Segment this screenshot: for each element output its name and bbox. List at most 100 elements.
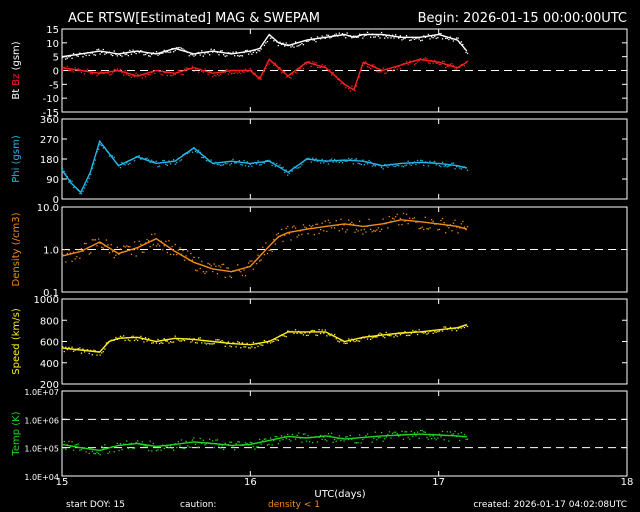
bz-point	[456, 68, 458, 70]
density-point	[412, 218, 414, 220]
speed-point	[185, 338, 187, 340]
density-point	[99, 242, 101, 244]
phi-point	[271, 164, 273, 167]
bt-point	[294, 41, 297, 43]
density-point	[113, 257, 115, 259]
phi-point	[293, 166, 295, 168]
phi-point	[352, 163, 355, 165]
phi-point	[177, 157, 179, 159]
speed-point	[72, 350, 75, 352]
bz-point	[193, 70, 195, 72]
phi-point	[119, 167, 122, 169]
phi-point	[255, 163, 258, 165]
phi-y-label-part: (gsm)	[11, 135, 22, 167]
bt-point	[338, 32, 340, 34]
speed-point	[354, 340, 356, 343]
bt-point	[255, 52, 258, 54]
density-point	[463, 226, 466, 228]
temp-point	[294, 438, 297, 440]
series-phi-line	[61, 139, 468, 194]
bz-point	[249, 68, 251, 70]
temp-point	[290, 440, 292, 442]
temp-point	[199, 437, 201, 440]
density-point	[387, 227, 389, 229]
speed-point	[163, 338, 165, 340]
temp-point	[205, 443, 208, 445]
density-point	[155, 245, 158, 247]
bt-point	[249, 51, 251, 53]
bt-point	[320, 38, 322, 40]
density-point	[171, 245, 173, 248]
bz-point	[418, 59, 420, 62]
temp-point	[384, 438, 386, 440]
bt-point	[371, 33, 373, 35]
speed-point	[410, 332, 412, 335]
bt-point	[413, 38, 416, 40]
speed-point	[230, 346, 233, 348]
temp-point	[427, 438, 430, 440]
bz-point	[370, 68, 372, 70]
temp-point	[137, 440, 139, 442]
temp-point	[341, 437, 344, 439]
bt-point	[445, 37, 447, 39]
temp-point	[96, 451, 98, 453]
bt-point	[395, 34, 397, 36]
phi-point	[462, 166, 464, 169]
density-y-label-part: Density	[11, 248, 22, 286]
bz-point	[459, 66, 461, 68]
phi-point	[318, 160, 320, 162]
phi-point	[456, 166, 458, 168]
bz-point	[102, 72, 104, 74]
phi-point	[415, 163, 417, 166]
bz-point	[312, 61, 314, 63]
density-point	[370, 228, 372, 230]
speed-point	[304, 332, 306, 334]
temp-point	[379, 436, 381, 439]
phi-point	[410, 164, 412, 166]
temp-point	[326, 440, 328, 442]
temp-point	[337, 438, 339, 440]
density-point	[65, 261, 67, 263]
bz-point	[121, 71, 123, 73]
speed-point	[391, 333, 394, 335]
bz-point	[421, 59, 423, 61]
bt-point	[443, 35, 445, 37]
speed-point	[327, 333, 330, 335]
speed-point	[415, 330, 417, 332]
density-point	[185, 255, 187, 257]
bz-point	[279, 67, 281, 69]
bz-point	[151, 71, 153, 74]
temp-point	[190, 446, 192, 448]
temp-point	[273, 439, 275, 442]
speed-point	[262, 344, 264, 346]
speed-point	[137, 339, 139, 342]
bz-point	[119, 68, 122, 71]
temp-point	[226, 444, 228, 446]
bt-point	[179, 46, 181, 49]
density-point	[448, 227, 450, 229]
density-point	[280, 228, 283, 230]
temp-point	[366, 433, 369, 435]
bt-point	[71, 57, 73, 59]
speed-point	[112, 339, 114, 341]
speed-point	[338, 341, 340, 343]
density-point	[80, 247, 83, 250]
temp-point	[268, 443, 270, 445]
density-point	[152, 244, 154, 246]
bz-point	[112, 72, 114, 74]
phi-point	[284, 171, 286, 173]
bz-point	[309, 61, 311, 63]
phi-point	[154, 161, 156, 163]
temp-point	[174, 443, 176, 445]
speed-point	[299, 332, 301, 334]
speed-point	[62, 346, 64, 348]
bt-point	[410, 39, 412, 41]
bt-point	[124, 53, 126, 56]
density-point	[244, 275, 247, 277]
bz-point	[248, 70, 250, 72]
temp-point	[465, 438, 467, 441]
bz-point	[401, 64, 403, 66]
density-point	[446, 225, 448, 227]
mag-y-tick-label: 10	[46, 39, 59, 50]
density-point	[304, 226, 306, 228]
